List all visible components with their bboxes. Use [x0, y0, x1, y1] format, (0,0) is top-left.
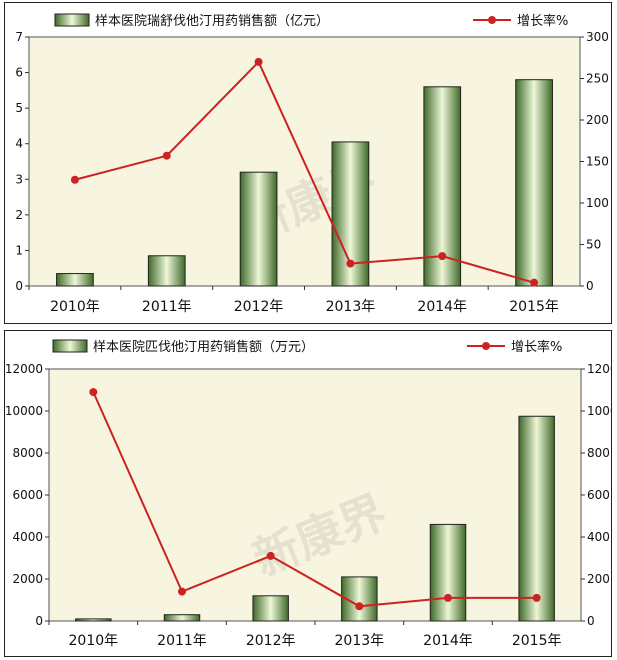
- y-left-tick-label: 0: [15, 279, 23, 293]
- y-right-tick-label: 600: [587, 488, 610, 502]
- x-tick-label: 2013年: [326, 299, 376, 315]
- bar-4: [429, 523, 467, 622]
- legend-bar-swatch: [52, 339, 88, 353]
- growth-point-0: [70, 175, 79, 184]
- y-left-tick-label: 3: [15, 172, 23, 186]
- y-left-tick-label: 0: [35, 614, 43, 628]
- x-tick-label: 2012年: [246, 633, 296, 649]
- y-right-tick-label: 0: [587, 614, 595, 628]
- legend-line-label: 增长率%: [517, 13, 568, 29]
- growth-point-0: [89, 388, 98, 397]
- x-tick-label: 2011年: [157, 633, 207, 649]
- growth-point-2: [254, 57, 263, 66]
- bar-0: [56, 273, 94, 287]
- chart-panel-rosuvastatin: 新康界 0 1 2 3 4 5 6 7 0 50 100 150 200 250 300 2010年 2011年 2…: [4, 2, 612, 324]
- y-left-tick-label: 8000: [12, 446, 43, 460]
- growth-point-1: [162, 151, 171, 160]
- y-right-tick-label: 250: [586, 72, 609, 86]
- y-left-tick-label: 12000: [5, 362, 43, 376]
- y-left-tick-label: 1: [15, 243, 23, 257]
- growth-point-4: [438, 252, 447, 261]
- bar-2: [239, 171, 278, 287]
- chart-pitavastatin: 新康界0200040006000800010000120000200400600…: [5, 339, 611, 649]
- legend-line-label: 增长率%: [511, 339, 562, 355]
- chart-panel-pitavastatin: 新康界 0 2000 4000 6000 8000 10000 12000 0 200 400 600…: [4, 330, 612, 657]
- y-right-tick-label: 200: [587, 572, 610, 586]
- y-right-tick-label: 800: [587, 446, 610, 460]
- y-left-tick-label: 2000: [12, 572, 43, 586]
- legend-line-marker: [488, 16, 496, 24]
- growth-point-5: [530, 278, 539, 287]
- legend-line-marker: [482, 342, 490, 350]
- growth-point-4: [444, 593, 452, 602]
- y-left-tick-label: 2: [15, 208, 23, 222]
- x-tick-label: 2011年: [142, 299, 192, 315]
- y-right-tick-label: 400: [587, 530, 610, 544]
- x-tick-label: 2012年: [234, 299, 284, 315]
- y-right-tick-label: 1000: [587, 404, 611, 418]
- x-tick-label: 2010年: [50, 299, 100, 315]
- x-tick-label: 2015年: [512, 633, 562, 649]
- y-left-tick-label: 4000: [12, 530, 43, 544]
- growth-point-5: [532, 593, 541, 602]
- y-left-tick-label: 5: [15, 101, 23, 115]
- y-right-tick-label: 300: [586, 30, 609, 44]
- y-right-tick-label: 100: [586, 196, 609, 210]
- y-right-tick-label: 200: [586, 113, 609, 127]
- bar-1: [147, 255, 186, 287]
- legend-bar-swatch: [54, 13, 90, 27]
- x-tick-label: 2013年: [335, 633, 385, 649]
- bar-5: [518, 415, 555, 622]
- x-tick-label: 2010年: [69, 633, 119, 649]
- growth-line: [74, 60, 535, 284]
- y-right-tick-label: 1200: [587, 362, 611, 376]
- y-left-tick-label: 6000: [12, 488, 43, 502]
- y-right-tick-label: 0: [586, 279, 594, 293]
- growth-line: [92, 391, 537, 608]
- growth-point-2: [266, 551, 275, 560]
- bar-5: [515, 79, 553, 287]
- legend-bar-label: 样本医院匹伐他汀用药销售额（万元）: [93, 339, 314, 355]
- x-tick-label: 2015年: [509, 299, 559, 315]
- y-left-tick-label: 10000: [5, 404, 43, 418]
- y-right-tick-label: 150: [586, 155, 609, 169]
- y-left-tick-label: 6: [15, 66, 23, 80]
- y-left-tick-label: 4: [15, 137, 23, 151]
- growth-point-3: [355, 602, 364, 611]
- bar-2: [252, 595, 289, 622]
- bar-1: [163, 614, 201, 622]
- legend-bar-label: 样本医院瑞舒伐他汀用药销售额（亿元）: [95, 13, 329, 29]
- growth-point-1: [178, 587, 186, 596]
- bar-0: [75, 618, 112, 622]
- y-left-tick-label: 7: [15, 30, 23, 44]
- growth-point-3: [346, 259, 355, 268]
- plot-area: [48, 368, 582, 622]
- y-right-tick-label: 50: [586, 238, 601, 252]
- x-tick-label: 2014年: [417, 299, 467, 315]
- x-tick-label: 2014年: [423, 633, 473, 649]
